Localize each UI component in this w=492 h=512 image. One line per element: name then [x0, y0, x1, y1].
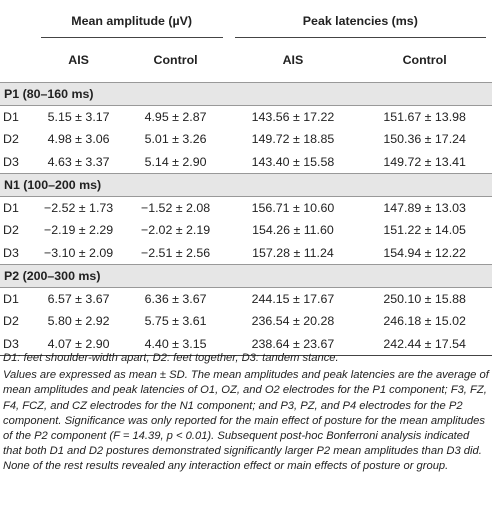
results-table: Mean amplitude (µV) Peak latencies (ms) … — [0, 0, 492, 356]
cell-value: 6.36 ± 3.67 — [144, 291, 207, 306]
section-title-p2: P2 (200–300 ms) — [0, 263, 492, 288]
cell-value: 150.36 ± 17.24 — [383, 132, 466, 147]
cell-value: −2.19 ± 2.29 — [44, 223, 114, 238]
cell-value: 154.94 ± 12.22 — [383, 245, 466, 260]
group-rule-latency — [234, 37, 486, 38]
footnote-abbreviations: D1: feet shoulder-width apart, D2: feet … — [3, 352, 339, 364]
cell-value: 151.22 ± 14.05 — [383, 223, 466, 238]
cell-value: 143.40 ± 15.58 — [251, 154, 335, 169]
cell-value: 5.75 ± 3.61 — [144, 314, 207, 329]
cell-value: 236.54 ± 20.28 — [251, 314, 335, 329]
cell-value: 246.18 ± 15.02 — [383, 314, 466, 329]
cell-value: −3.10 ± 2.09 — [44, 245, 114, 260]
table-row: D2 4.98 ± 3.06 5.01 ± 3.26 149.72 ± 18.8… — [0, 128, 492, 150]
table-row: D3 4.63 ± 3.37 5.14 ± 2.90 143.40 ± 15.5… — [0, 151, 492, 174]
cell-value: −1.52 ± 2.08 — [140, 201, 211, 216]
cell-value: −2.52 ± 1.73 — [44, 201, 114, 216]
cell-value: 242.44 ± 17.54 — [383, 336, 466, 351]
cell-value: 4.63 ± 3.37 — [47, 154, 110, 169]
table-row: D3 −3.10 ± 2.09 −2.51 ± 2.56 157.28 ± 11… — [0, 241, 492, 264]
cell-value: 156.71 ± 10.60 — [251, 201, 335, 216]
cell-value: 5.80 ± 2.92 — [47, 314, 110, 329]
cell-value: 4.07 ± 2.90 — [47, 336, 110, 351]
cell-value: 5.15 ± 3.17 — [47, 110, 110, 125]
col-header-lat-ais: AIS — [282, 53, 304, 67]
cell-value: 157.28 ± 11.24 — [252, 245, 334, 260]
section-title-n1: N1 (100–200 ms) — [0, 172, 492, 197]
table-row: D2 5.80 ± 2.92 5.75 ± 3.61 236.54 ± 20.2… — [0, 310, 492, 332]
cell-value: 149.72 ± 13.41 — [383, 154, 466, 169]
group-header-amplitude: Mean amplitude (µV) — [35, 0, 229, 37]
group-rule-amplitude — [40, 37, 223, 38]
row-label: D1 — [3, 110, 19, 125]
corner-cell — [0, 0, 35, 37]
col-header-amp-control: Control — [153, 53, 198, 67]
cell-value: 244.15 ± 17.67 — [251, 291, 335, 306]
cell-value: 250.10 ± 15.88 — [383, 291, 466, 306]
cell-value: 238.64 ± 23.67 — [251, 336, 335, 351]
cell-value: −2.51 ± 2.56 — [140, 245, 211, 260]
footnote-notes: Values are expressed as mean ± SD. The m… — [3, 369, 489, 473]
table-row: D2 −2.19 ± 2.29 −2.02 ± 2.19 154.26 ± 11… — [0, 219, 492, 241]
group-header-latency: Peak latencies (ms) — [229, 0, 492, 37]
cell-value: 149.72 ± 18.85 — [251, 132, 335, 147]
section-title-p1: P1 (80–160 ms) — [0, 82, 492, 106]
table-row: D3 4.07 ± 2.90 4.40 ± 3.15 238.64 ± 23.6… — [0, 332, 492, 356]
row-label: D2 — [3, 223, 19, 238]
cell-value: 4.98 ± 3.06 — [47, 132, 110, 147]
table-footnotes: D1: feet shoulder-width apart, D2: feet … — [3, 351, 489, 475]
cell-value: 151.67 ± 13.98 — [383, 110, 466, 125]
table-row: D1 5.15 ± 3.17 4.95 ± 2.87 143.56 ± 17.2… — [0, 106, 492, 129]
cell-value: −2.02 ± 2.19 — [140, 223, 211, 238]
cell-value: 4.40 ± 3.15 — [144, 336, 207, 351]
row-label: D3 — [3, 245, 19, 260]
col-header-lat-control: Control — [402, 53, 447, 67]
row-label: D2 — [3, 132, 19, 147]
cell-value: 147.89 ± 13.03 — [383, 201, 466, 216]
row-label: D2 — [3, 314, 19, 329]
group-header-amplitude-label: Mean amplitude (µV) — [71, 14, 193, 28]
row-label: D1 — [3, 291, 19, 306]
row-label: D3 — [3, 336, 19, 351]
table-row: D1 −2.52 ± 1.73 −1.52 ± 2.08 156.71 ± 10… — [0, 196, 492, 219]
col-header-amp-ais: AIS — [68, 53, 89, 67]
cell-value: 6.57 ± 3.67 — [47, 291, 110, 306]
cell-value: 154.26 ± 11.60 — [252, 223, 334, 238]
cell-value: 143.56 ± 17.22 — [251, 110, 335, 125]
table-row: D1 6.57 ± 3.67 6.36 ± 3.67 244.15 ± 17.6… — [0, 287, 492, 310]
group-header-latency-label: Peak latencies (ms) — [302, 14, 418, 28]
row-label: D1 — [3, 201, 19, 216]
cell-value: 4.95 ± 2.87 — [144, 110, 207, 125]
row-label: D3 — [3, 154, 19, 169]
cell-value: 5.01 ± 3.26 — [144, 132, 207, 147]
cell-value: 5.14 ± 2.90 — [144, 154, 207, 169]
